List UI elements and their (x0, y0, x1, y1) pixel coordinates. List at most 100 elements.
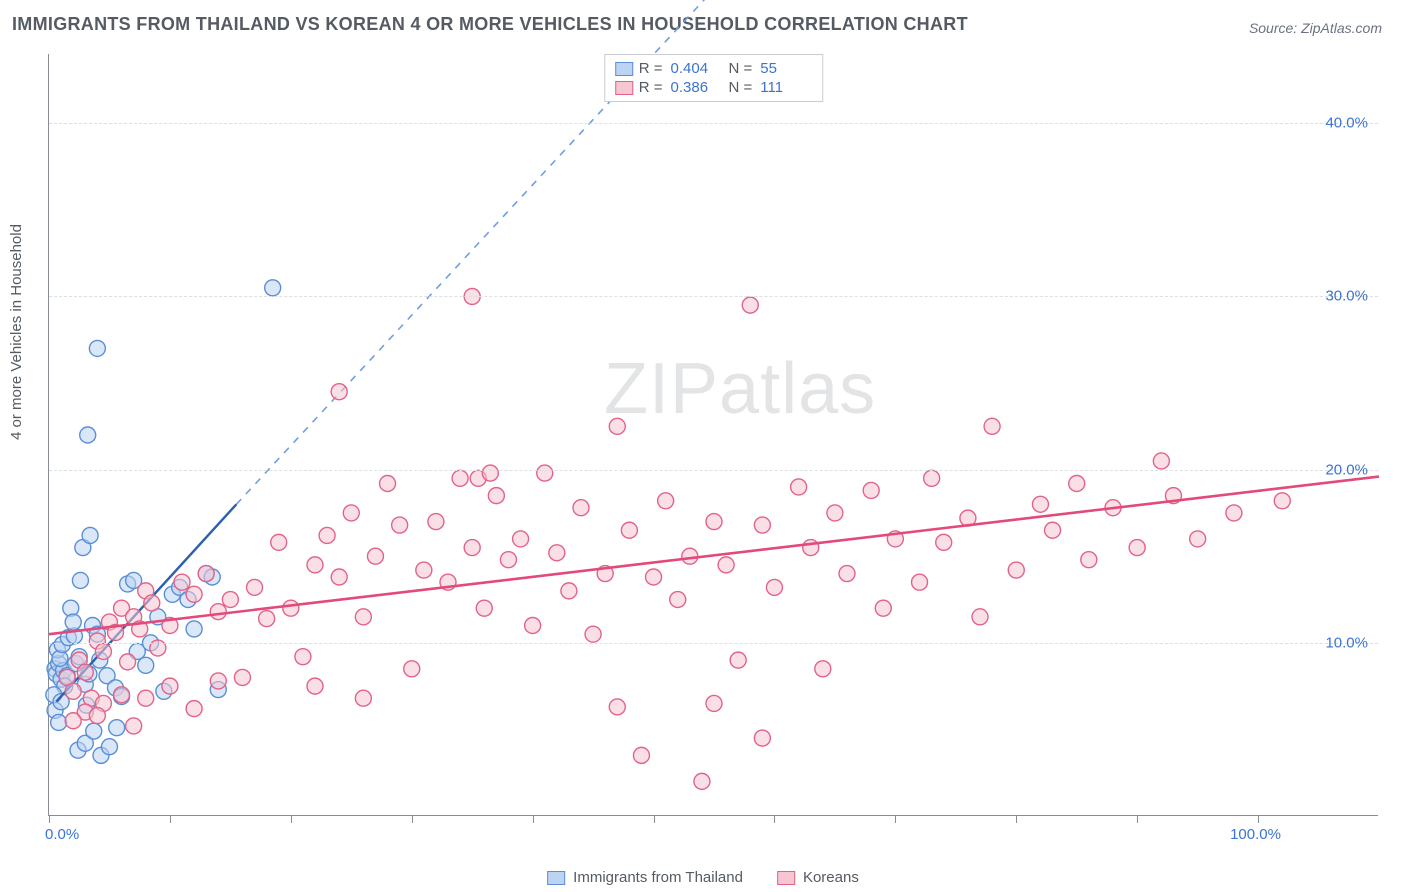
data-point-thailand (86, 723, 102, 739)
data-point-koreans (1069, 475, 1085, 491)
data-point-koreans (307, 678, 323, 694)
gridline (49, 123, 1378, 124)
scatter-svg (49, 54, 1379, 816)
data-point-koreans (742, 297, 758, 313)
data-point-koreans (355, 690, 371, 706)
data-point-koreans (875, 600, 891, 616)
r-value: 0.404 (671, 60, 723, 77)
data-point-koreans (972, 609, 988, 625)
data-point-koreans (144, 595, 160, 611)
data-point-koreans (585, 626, 601, 642)
data-point-thailand (101, 739, 117, 755)
data-point-thailand (65, 614, 81, 630)
gridline (49, 296, 1378, 297)
data-point-koreans (573, 500, 589, 516)
data-point-koreans (174, 574, 190, 590)
data-point-koreans (89, 708, 105, 724)
n-label: N = (729, 60, 753, 77)
data-point-koreans (513, 531, 529, 547)
data-point-koreans (706, 514, 722, 530)
data-point-koreans (162, 678, 178, 694)
data-point-koreans (984, 418, 1000, 434)
x-tick (654, 815, 655, 823)
x-tick (412, 815, 413, 823)
x-tick (170, 815, 171, 823)
data-point-koreans (621, 522, 637, 538)
legend-item-koreans: Koreans (777, 869, 859, 886)
data-point-thailand (82, 527, 98, 543)
data-point-koreans (222, 592, 238, 608)
data-point-koreans (1032, 496, 1048, 512)
data-point-koreans (1190, 531, 1206, 547)
data-point-koreans (65, 683, 81, 699)
data-point-koreans (658, 493, 674, 509)
data-point-koreans (706, 695, 722, 711)
data-point-koreans (331, 384, 347, 400)
data-point-koreans (210, 604, 226, 620)
x-tick (1016, 815, 1017, 823)
data-point-koreans (1274, 493, 1290, 509)
data-point-koreans (488, 488, 504, 504)
data-point-koreans (482, 465, 498, 481)
legend-swatch-icon (777, 871, 795, 885)
data-point-koreans (295, 649, 311, 665)
legend-label: Immigrants from Thailand (573, 869, 743, 886)
data-point-koreans (1008, 562, 1024, 578)
data-point-koreans (815, 661, 831, 677)
legend-swatch-koreans (615, 81, 633, 95)
data-point-koreans (730, 652, 746, 668)
data-point-koreans (331, 569, 347, 585)
data-point-koreans (319, 527, 335, 543)
data-point-koreans (646, 569, 662, 585)
data-point-koreans (416, 562, 432, 578)
data-point-koreans (609, 418, 625, 434)
data-point-koreans (525, 618, 541, 634)
data-point-koreans (912, 574, 928, 590)
data-point-koreans (247, 579, 263, 595)
data-point-koreans (126, 718, 142, 734)
series-legend: Immigrants from Thailand Koreans (547, 869, 859, 886)
data-point-koreans (428, 514, 444, 530)
x-tick (291, 815, 292, 823)
data-point-koreans (186, 586, 202, 602)
data-point-koreans (500, 552, 516, 568)
data-point-koreans (694, 773, 710, 789)
x-tick (533, 815, 534, 823)
data-point-koreans (234, 669, 250, 685)
data-point-koreans (210, 673, 226, 689)
data-point-koreans (120, 654, 136, 670)
x-tick (1137, 815, 1138, 823)
data-point-koreans (827, 505, 843, 521)
data-point-koreans (633, 747, 649, 763)
y-tick-label: 30.0% (1325, 288, 1368, 305)
data-point-koreans (138, 690, 154, 706)
data-point-koreans (670, 592, 686, 608)
data-point-koreans (307, 557, 323, 573)
data-point-koreans (452, 470, 468, 486)
data-point-koreans (936, 534, 952, 550)
data-point-koreans (1153, 453, 1169, 469)
r-label: R = (639, 60, 663, 77)
data-point-koreans (1226, 505, 1242, 521)
data-point-koreans (476, 600, 492, 616)
n-label: N = (729, 79, 753, 96)
data-point-koreans (754, 517, 770, 533)
legend-row-koreans: R = 0.386 N = 111 (615, 78, 813, 97)
x-tick-label: 0.0% (45, 826, 79, 843)
data-point-koreans (343, 505, 359, 521)
data-point-thailand (80, 427, 96, 443)
source-attribution: Source: ZipAtlas.com (1249, 20, 1382, 36)
legend-swatch-icon (547, 871, 565, 885)
data-point-koreans (355, 609, 371, 625)
r-label: R = (639, 79, 663, 96)
data-point-koreans (114, 687, 130, 703)
data-point-koreans (682, 548, 698, 564)
data-point-koreans (198, 566, 214, 582)
data-point-koreans (271, 534, 287, 550)
data-point-thailand (51, 714, 67, 730)
data-point-koreans (380, 475, 396, 491)
data-point-koreans (1129, 540, 1145, 556)
legend-label: Koreans (803, 869, 859, 886)
r-value: 0.386 (671, 79, 723, 96)
data-point-koreans (766, 579, 782, 595)
